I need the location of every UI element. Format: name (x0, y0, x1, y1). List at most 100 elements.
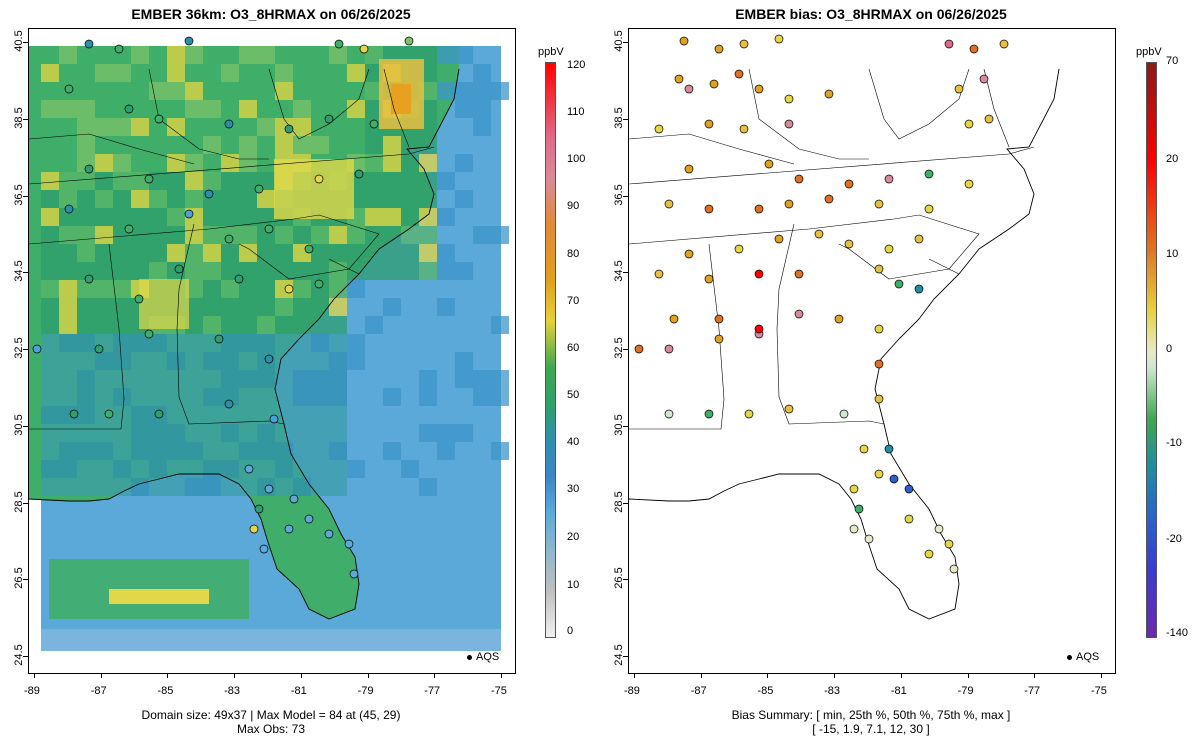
model-grid-cell (77, 316, 95, 334)
model-grid-cell (95, 64, 113, 82)
bias-site-marker (734, 244, 744, 254)
model-grid-cell (77, 424, 95, 442)
obs-site-marker (324, 529, 334, 539)
model-grid-cell (329, 118, 347, 136)
legend-label: AQS (1076, 651, 1100, 663)
bias-site-marker (874, 394, 884, 404)
model-grid-cell (293, 442, 311, 460)
model-grid-cell (167, 190, 185, 208)
model-grid-cell (95, 208, 113, 226)
model-grid-cell (293, 316, 311, 334)
model-grid-cell (59, 442, 77, 460)
model-grid-cell (347, 136, 365, 154)
model-grid-cell (365, 226, 383, 244)
model-grid-cell (365, 64, 383, 82)
model-grid-cell (131, 190, 149, 208)
model-grid-cell (95, 82, 113, 100)
model-grid-cell (149, 226, 167, 244)
obs-site-marker (259, 544, 269, 554)
model-grid-cell (347, 334, 365, 352)
model-grid-cell (311, 424, 329, 442)
y-tick-mark (623, 425, 628, 427)
model-grid-cell (257, 136, 275, 154)
model-grid-cell (455, 154, 473, 172)
model-grid-cell (275, 46, 293, 64)
bias-site-marker (814, 229, 824, 239)
model-grid-cell (257, 316, 275, 334)
model-grid-cell (95, 172, 113, 190)
model-grid-cell (77, 388, 95, 406)
model-grid-cell (95, 478, 113, 496)
model-grid-cell (455, 46, 473, 64)
model-grid-cell (131, 136, 149, 154)
model-grid-cell (203, 136, 221, 154)
obs-site-marker (214, 334, 224, 344)
bias-site-marker (684, 249, 694, 259)
obs-site-marker (324, 114, 334, 124)
x-tick-mark (900, 673, 902, 678)
x-tick-mark (1101, 673, 1102, 678)
model-grid-cell (41, 172, 59, 190)
model-grid-cell (419, 172, 437, 190)
model-grid-cell (203, 478, 221, 496)
model-south-band (41, 629, 501, 651)
x-tick-label: -87 (690, 685, 707, 697)
right-colorbar-unit: ppbV (1136, 46, 1162, 58)
model-grid-cell (221, 478, 239, 496)
model-grid-cell (203, 442, 221, 460)
model-grid-cell (293, 298, 311, 316)
model-grid-cell (293, 478, 311, 496)
obs-site-marker (284, 124, 294, 134)
bias-site-marker (969, 44, 979, 54)
model-grid-cell (167, 172, 185, 190)
model-grid-cell (41, 424, 59, 442)
model-grid-cell (59, 352, 77, 370)
model-grid-cell (77, 100, 95, 118)
y-tick-mark (23, 579, 28, 581)
obs-site-marker (314, 174, 324, 184)
model-grid-cell (221, 352, 239, 370)
colorbar-tick-label: 120 (567, 59, 586, 71)
model-grid-cell (239, 100, 257, 118)
model-grid-cell (293, 82, 311, 100)
model-grid-cell (239, 136, 257, 154)
obs-site-marker (304, 244, 314, 254)
model-grid-cell (59, 64, 77, 82)
model-grid-cell (77, 172, 95, 190)
model-grid-cell (329, 136, 347, 154)
model-grid-cell (239, 352, 257, 370)
model-grid-cell (167, 118, 185, 136)
model-grid-cell (41, 82, 59, 100)
model-grid-cell (311, 100, 329, 118)
model-grid-cell (77, 280, 95, 298)
model-grid-cell (455, 262, 473, 280)
model-grid-cell (221, 244, 239, 262)
x-tick-label: -75 (491, 685, 507, 697)
model-grid-cell (203, 460, 221, 478)
model-grid-cell (365, 316, 383, 334)
model-grid-cell (473, 82, 491, 100)
bias-site-marker (904, 484, 914, 494)
model-grid-cell (347, 82, 365, 100)
state-boundary (868, 68, 970, 140)
model-grid-cell (203, 244, 221, 262)
state-boundary (268, 68, 370, 140)
model-grid-cell (275, 226, 293, 244)
bias-site-marker (924, 549, 934, 559)
model-grid-cell (59, 244, 77, 262)
bias-site-marker (864, 534, 874, 544)
bias-site-marker (734, 69, 744, 79)
bias-site-marker (754, 84, 764, 94)
model-grid-cell (257, 118, 275, 136)
model-grid-cell (41, 208, 59, 226)
model-grid-cell (131, 82, 149, 100)
legend-dot-icon (467, 654, 472, 660)
model-grid-cell (203, 316, 221, 334)
model-grid-cell (257, 46, 275, 64)
model-grid-cell (131, 334, 149, 352)
model-grid-cell (239, 442, 257, 460)
model-grid-cell (239, 154, 257, 172)
state-boundary (29, 214, 320, 245)
model-grid-cell (149, 136, 167, 154)
model-grid-cell (203, 388, 221, 406)
